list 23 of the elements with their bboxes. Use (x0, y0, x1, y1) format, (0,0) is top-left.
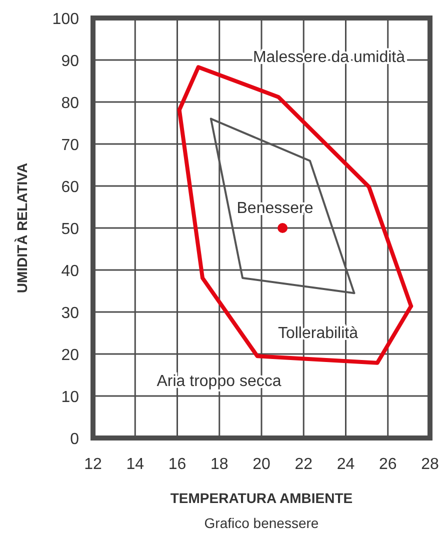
x-tick-label: 28 (421, 456, 439, 473)
x-tick-label: 18 (210, 456, 228, 473)
x-tick-label: 24 (336, 456, 355, 473)
y-tick-label: 90 (61, 53, 80, 70)
x-tick-label: 16 (168, 456, 186, 473)
x-tick-label: 14 (126, 456, 144, 473)
y-tick-label: 0 (70, 431, 80, 448)
y-tick-label: 70 (61, 137, 80, 154)
y-axis-title: UMIDITÀ RELATIVA (14, 162, 30, 294)
y-tick-label: 10 (61, 389, 80, 406)
y-tick-label: 20 (61, 347, 80, 364)
y-tick-label: 30 (61, 305, 80, 322)
y-tick-label: 80 (61, 95, 80, 112)
y-tick-label: 50 (61, 221, 80, 238)
x-axis-title: TEMPERATURA AMBIENTE (170, 490, 353, 506)
y-tick-label: 60 (61, 179, 80, 196)
x-tick-label: 20 (252, 456, 270, 473)
y-tick-label: 40 (61, 263, 80, 280)
x-tick-label: 12 (84, 456, 102, 473)
y-tick-label: 100 (52, 11, 80, 28)
x-tick-label: 26 (378, 456, 397, 473)
x-tick-label: 22 (294, 456, 313, 473)
text: Grafico benessere (204, 515, 319, 531)
